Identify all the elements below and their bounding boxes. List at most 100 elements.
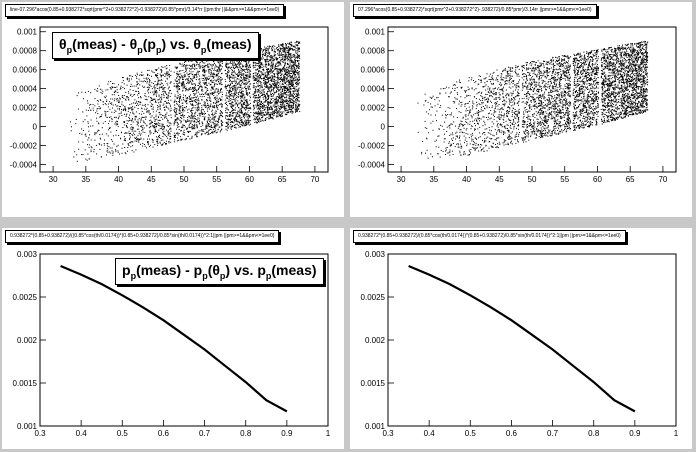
data-point [296,41,298,42]
data-point [289,96,291,98]
data-point [192,100,194,102]
data-point [194,93,196,95]
data-point [282,107,284,109]
data-point [90,119,92,121]
data-point [248,91,250,93]
data-point [165,92,167,94]
data-point [205,113,206,114]
data-point [293,100,295,102]
data-point [282,83,284,85]
data-point [190,97,192,99]
data-point [200,65,202,67]
data-point [190,59,192,61]
data-point [90,151,92,153]
data-point [204,71,206,73]
data-point [259,70,261,72]
data-point [268,101,270,103]
data-point [170,117,172,119]
data-point [194,74,196,75]
data-point [235,99,237,101]
data-point [267,110,269,112]
data-point [267,55,269,57]
data-point [232,94,234,96]
data-point [161,126,163,128]
data-point [290,48,292,49]
data-point [229,95,231,97]
data-point [284,73,286,74]
data-point [152,124,154,126]
data-point [157,81,159,83]
data-point [190,60,192,62]
data-point [233,112,235,114]
data-point [204,101,206,103]
data-point [184,85,186,87]
data-point [293,88,295,89]
data-point [129,94,131,96]
data-point [182,108,184,110]
data-point [178,129,180,130]
data-point [194,113,196,115]
data-point [245,105,247,107]
data-point [192,77,194,79]
data-point [274,48,276,50]
data-point [231,74,233,76]
data-point [140,102,142,104]
data-point [212,132,214,134]
data-point [228,91,230,93]
data-point [174,120,176,121]
data-point [244,122,246,124]
data-point [265,114,267,116]
data-point [276,99,278,101]
data-point [282,79,284,81]
data-point [102,122,104,124]
data-point [262,51,263,53]
data-point [209,119,211,121]
data-point [297,66,299,68]
data-point [167,119,168,121]
data-point [221,66,223,68]
data-point [261,119,263,121]
data-point [124,106,126,107]
data-point [155,83,157,85]
data-point [239,86,241,88]
data-point [232,65,234,67]
data-point [270,55,272,57]
data-point [192,63,194,65]
data-point [179,76,180,78]
data-point [191,104,193,106]
data-point [187,60,189,61]
data-point [166,117,168,119]
data-point [197,97,199,99]
data-point [149,144,151,146]
data-point [229,66,231,68]
data-point [247,77,249,79]
data-point [240,69,242,71]
data-point [166,112,168,114]
data-point [190,78,192,80]
data-point [155,131,157,133]
data-point [229,114,231,116]
data-point [118,101,120,103]
data-point [211,74,213,76]
data-point [248,124,250,126]
data-point [278,86,280,88]
data-point [298,73,300,75]
data-point [264,107,266,109]
data-point [221,121,223,123]
data-point [247,85,249,87]
data-point [163,88,165,90]
data-point [213,92,215,94]
data-point [213,125,215,127]
data-point [166,72,168,74]
data-point [207,124,209,126]
data-point [272,49,274,51]
data-point [120,112,122,114]
data-point [226,97,227,99]
data-point [187,89,189,91]
plot-canvas: 30 35 40 45 50 55 60 65 700.0010.00080.00060.000… [10,26,329,184]
data-point [260,49,262,51]
data-point [245,80,247,82]
data-point [112,151,114,153]
data-point [245,63,247,65]
data-point [160,76,162,78]
